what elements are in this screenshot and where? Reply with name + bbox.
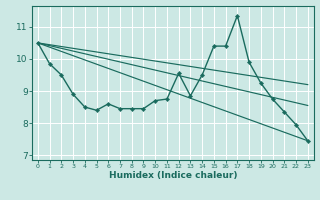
X-axis label: Humidex (Indice chaleur): Humidex (Indice chaleur) bbox=[108, 171, 237, 180]
